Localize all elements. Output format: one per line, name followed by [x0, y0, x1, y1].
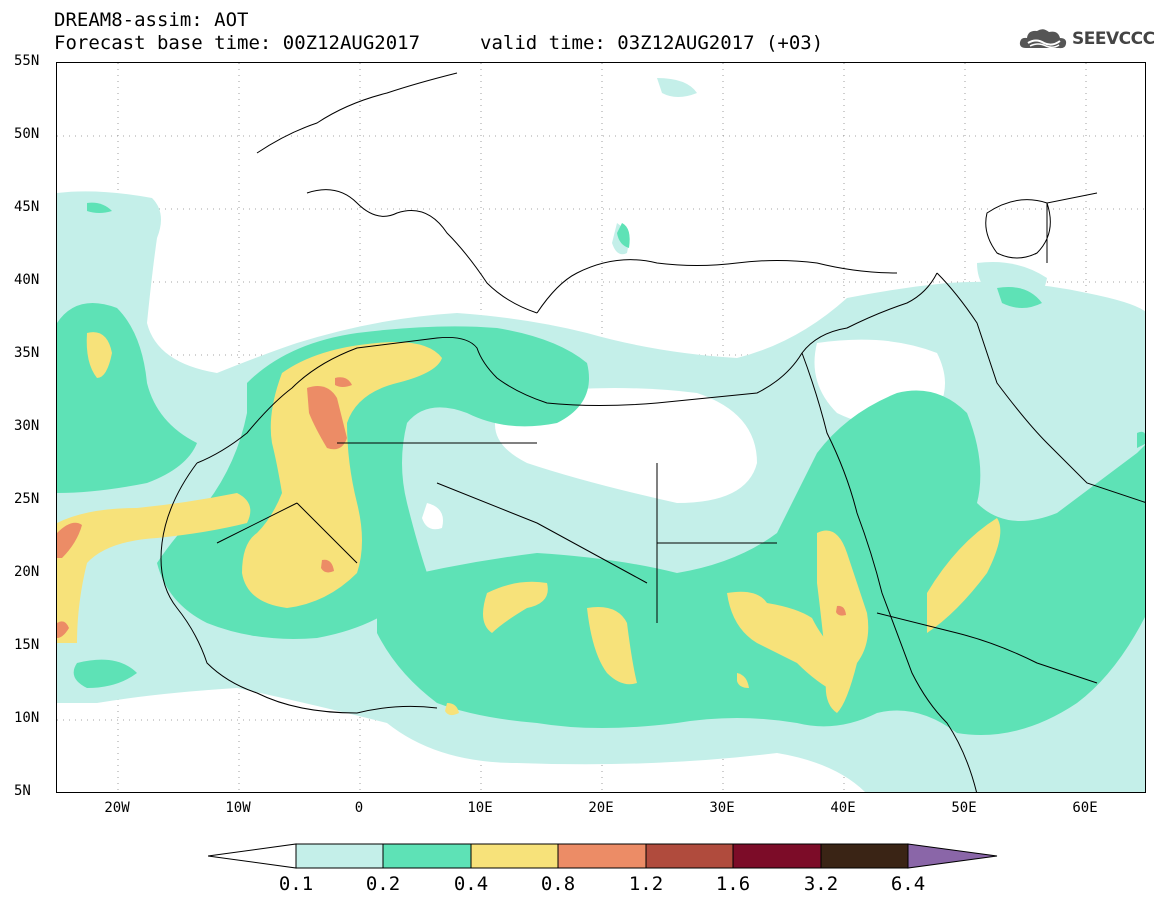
lon-label: 60E [1072, 800, 1098, 816]
lon-label: 20E [588, 800, 614, 816]
colorbar-swatch [382, 843, 472, 869]
lat-label: 35N [14, 345, 40, 361]
colorbar-label: 1.2 [628, 873, 664, 895]
cloud-icon [1019, 29, 1067, 49]
colorbar-arrow-low [208, 843, 297, 869]
map-title: DREAM8-assim: AOT [54, 9, 249, 31]
lat-label: 10N [14, 710, 40, 726]
lat-label: 25N [14, 491, 40, 507]
lat-label: 30N [14, 418, 40, 434]
valid-time: valid time: 03Z12AUG2017 (+03) [480, 32, 824, 54]
lon-label: 20W [104, 800, 130, 816]
colorbar-swatch [295, 843, 384, 869]
colorbar [208, 843, 998, 869]
lat-label: 5N [14, 783, 31, 799]
colorbar-swatch [732, 843, 822, 869]
lon-label: 40E [830, 800, 856, 816]
colorbar-label: 3.2 [803, 873, 839, 895]
colorbar-arrow-high [907, 843, 998, 869]
aot-contour-map [57, 63, 1145, 792]
colorbar-label: 1.6 [715, 873, 751, 895]
aot-level-0.4 [57, 332, 1001, 716]
coastlines-and-borders [160, 72, 1145, 792]
map-panel [56, 62, 1146, 793]
lon-label: 10W [225, 800, 251, 816]
colorbar-label: 0.2 [365, 873, 401, 895]
lat-label: 20N [14, 564, 40, 580]
lat-label: 50N [14, 126, 40, 142]
aot-level-0.2 [57, 202, 1145, 735]
seevccc-logo: SEEVCCC [1018, 24, 1155, 54]
colorbar-swatch [820, 843, 909, 869]
logo-text: SEEVCCC [1072, 29, 1155, 49]
lon-label: 30E [709, 800, 735, 816]
lat-label: 45N [14, 199, 40, 215]
colorbar-label: 0.8 [540, 873, 576, 895]
colorbar-swatch [470, 843, 559, 869]
colorbar-swatch [645, 843, 734, 869]
aot-level-0.8 [57, 377, 846, 638]
lat-label: 40N [14, 272, 40, 288]
lon-label: 10E [467, 800, 493, 816]
colorbar-swatch [557, 843, 647, 869]
lon-label: 50E [951, 800, 977, 816]
lon-label: 0 [354, 800, 364, 816]
forecast-base-time: Forecast base time: 00Z12AUG2017 [54, 32, 421, 54]
lat-label: 15N [14, 637, 40, 653]
colorbar-label: 0.1 [278, 873, 314, 895]
colorbar-label: 0.4 [453, 873, 489, 895]
lat-label: 55N [14, 53, 40, 69]
colorbar-label: 6.4 [890, 873, 926, 895]
